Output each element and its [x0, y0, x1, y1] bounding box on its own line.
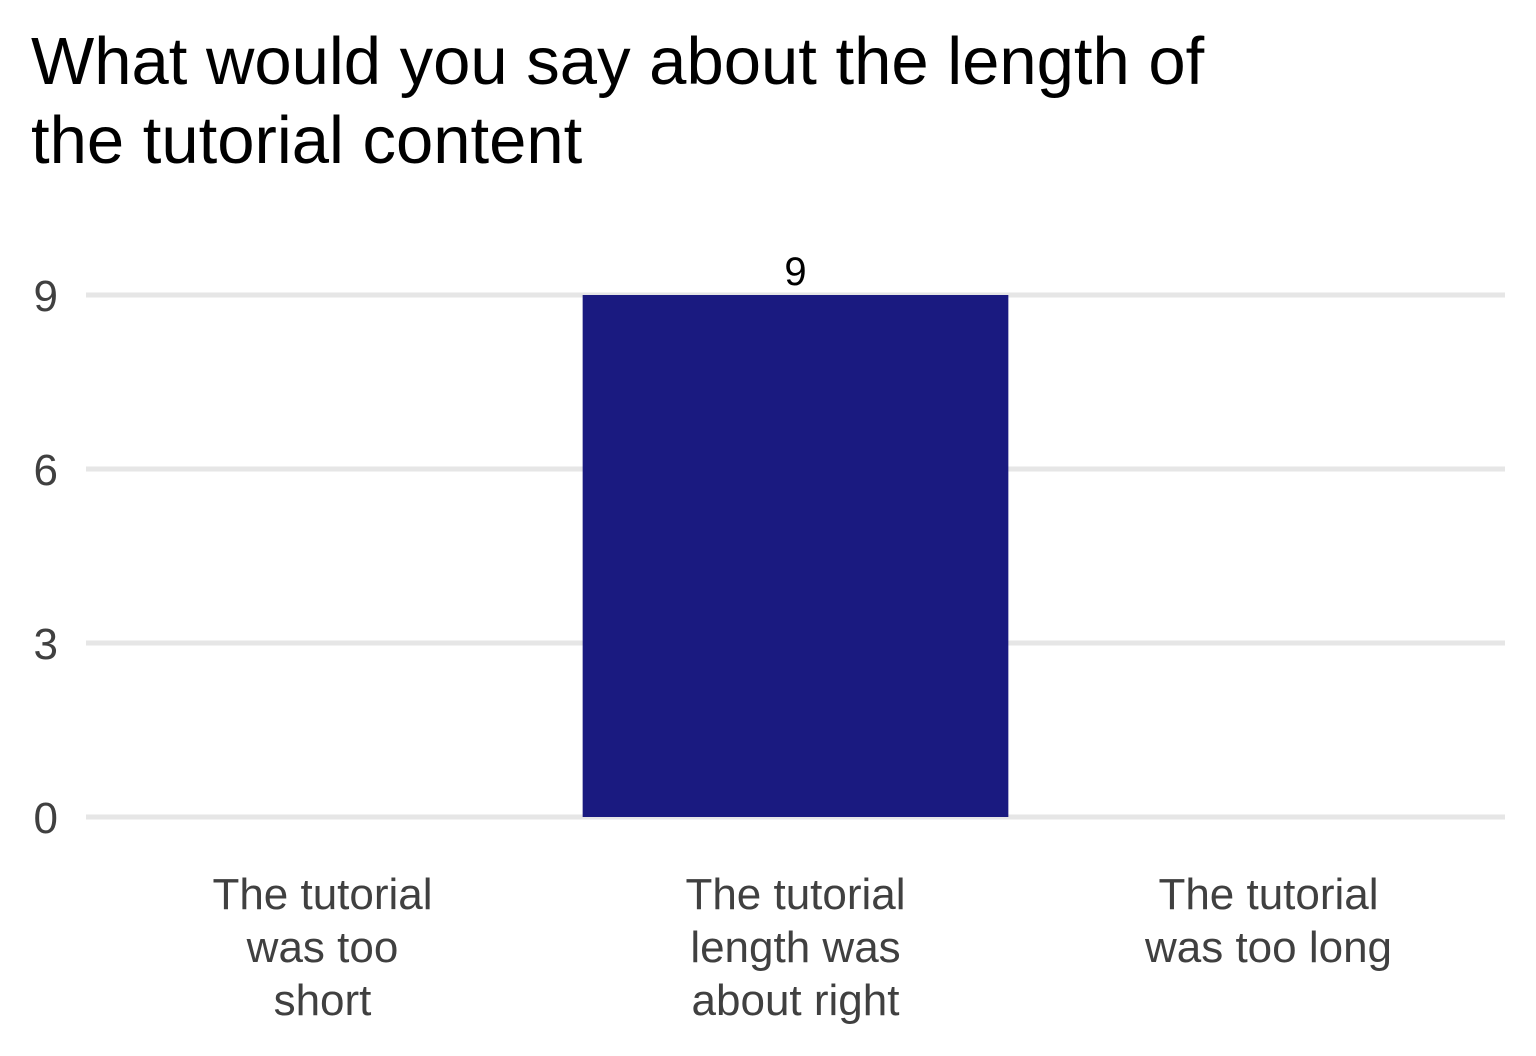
chart-title-line-2: the tutorial content: [31, 103, 583, 178]
x-tick-label: The tutorial length was about right: [685, 870, 905, 1025]
x-tick-label-line: about right: [692, 976, 900, 1025]
bar: [582, 295, 1009, 817]
x-tick-label-line: The tutorial: [212, 870, 432, 919]
y-tick-label: 9: [34, 272, 58, 321]
bars: [582, 295, 1009, 817]
x-tick-label-line: was too long: [1144, 923, 1392, 972]
y-tick-label: 6: [34, 446, 58, 495]
x-tick-label: The tutorial was too short: [212, 870, 432, 1025]
y-tick-label: 3: [34, 620, 58, 669]
y-axis-tick-labels: 0 3 6 9: [34, 272, 58, 843]
x-tick-label-line: The tutorial: [685, 870, 905, 919]
x-tick-label-line: length was: [690, 923, 900, 972]
x-tick-label-line: The tutorial: [1158, 870, 1378, 919]
chart-title-line-1: What would you say about the length of: [31, 24, 1205, 99]
bar-value-label: 9: [784, 250, 806, 294]
chart-title: What would you say about the length of t…: [31, 22, 1431, 180]
x-tick-label: The tutorial was too long: [1144, 870, 1392, 972]
x-tick-label-line: short: [274, 976, 372, 1025]
x-tick-label-line: was too: [246, 923, 399, 972]
data-labels: 9: [784, 250, 806, 294]
y-tick-label: 0: [34, 794, 58, 843]
